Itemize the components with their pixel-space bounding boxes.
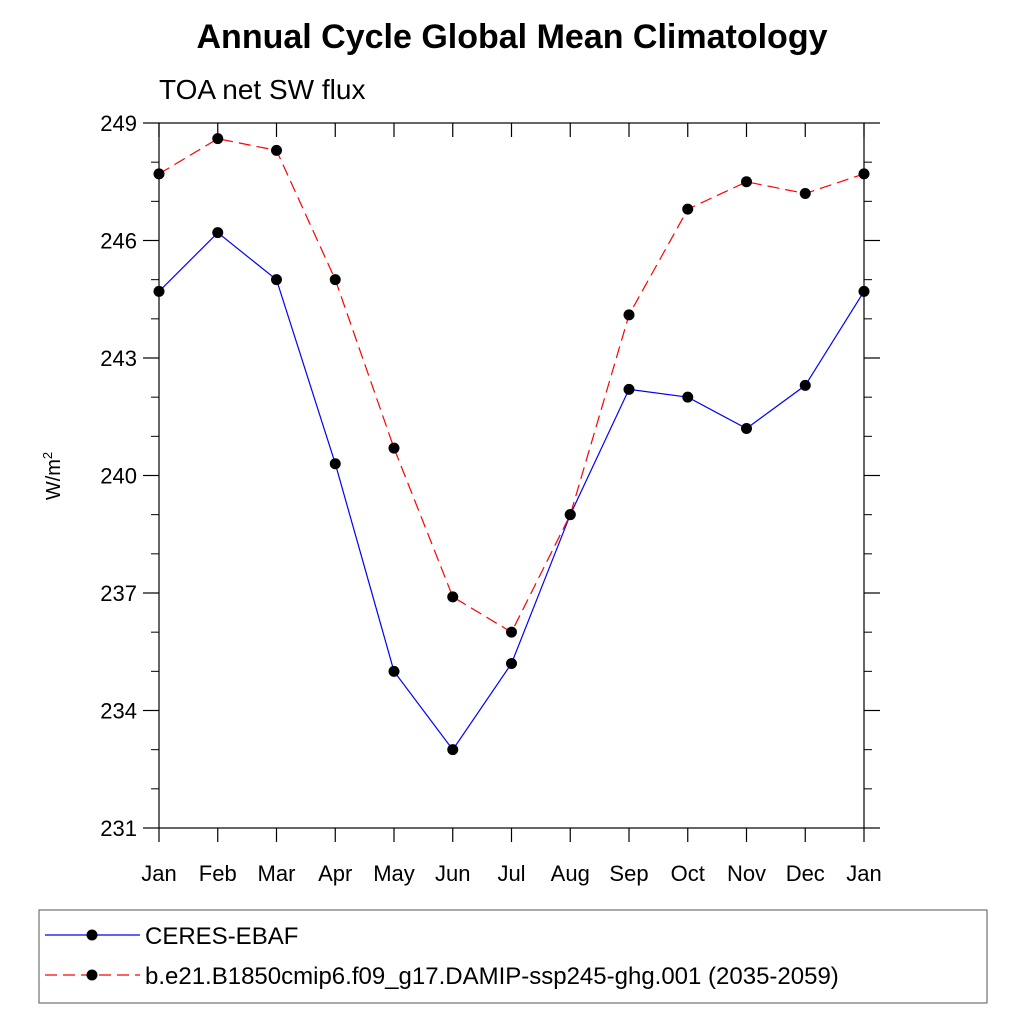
- x-axis: Jan Feb Mar Apr May Jun Jul Aug Sep Oct Nov Dec Jan: [141, 123, 882, 886]
- x-tick-label: Nov: [727, 861, 766, 886]
- y-tick-label: 237: [100, 581, 137, 606]
- x-tick-label: May: [373, 861, 415, 886]
- chart-title: Annual Cycle Global Mean Climatology: [197, 18, 828, 56]
- data-point: [153, 168, 165, 180]
- x-tick-label: Jul: [497, 861, 525, 886]
- x-tick-label: Jan: [141, 861, 176, 886]
- legend-marker-1: [86, 929, 98, 941]
- data-point: [447, 744, 459, 756]
- series-1: [153, 227, 870, 756]
- y-axis-label-exponent: 2: [40, 452, 55, 459]
- x-tick-label: Aug: [551, 861, 590, 886]
- plot-frame: [158, 122, 865, 829]
- legend-box: [38, 909, 988, 1004]
- y-tick-label: 243: [100, 346, 137, 371]
- data-point: [447, 591, 459, 603]
- data-point: [271, 144, 282, 156]
- legend-label-1: CERES-EBAF: [145, 923, 298, 950]
- data-point: [799, 188, 811, 199]
- y-axis-label: W/m2: [40, 452, 65, 500]
- data-point: [329, 458, 341, 470]
- data-point: [858, 285, 870, 297]
- x-tick-label: Jun: [435, 861, 470, 886]
- legend-marker-2: [86, 969, 98, 981]
- data-point: [506, 658, 517, 669]
- x-tick-label: Feb: [199, 861, 237, 886]
- data-point: [212, 227, 224, 239]
- data-point: [153, 285, 165, 297]
- y-tick-label: 234: [100, 699, 137, 724]
- data-point: [212, 133, 224, 145]
- x-tick-label: Sep: [609, 861, 648, 886]
- data-point: [799, 379, 811, 391]
- data-point: [858, 168, 870, 180]
- y-tick-label: 246: [100, 229, 137, 254]
- y-axis-label-unit: W/m: [43, 459, 65, 500]
- y-tick-label: 231: [100, 816, 137, 841]
- data-point: [623, 309, 635, 321]
- y-tick-label: 249: [100, 111, 137, 136]
- x-tick-label: Apr: [318, 861, 352, 886]
- data-point: [682, 391, 694, 403]
- x-tick-label: Jan: [846, 861, 881, 886]
- x-tick-label: Dec: [786, 861, 825, 886]
- x-tick-label: Oct: [671, 861, 705, 886]
- data-point: [388, 665, 400, 677]
- data-point: [564, 509, 576, 521]
- panel-subtitle: TOA net SW flux: [159, 74, 365, 105]
- legend: CERES-EBAF b.e21.B1850cmip6.f09_g17.DAMIP…: [45, 923, 839, 990]
- series-layer: [153, 133, 870, 756]
- data-point: [623, 383, 635, 395]
- data-point: [682, 203, 694, 215]
- y-axis: 231 234 237 240 243 246 249: [100, 111, 880, 841]
- legend-label-2: b.e21.B1850cmip6.f09_g17.DAMIP-ssp245-gh…: [145, 963, 839, 990]
- y-tick-label: 240: [100, 464, 137, 489]
- x-tick-label: Mar: [258, 861, 296, 886]
- series-line: [158, 138, 865, 634]
- series-2: [153, 133, 870, 638]
- data-point: [388, 442, 400, 454]
- data-point: [741, 176, 752, 188]
- data-point: [741, 423, 752, 434]
- series-line: [158, 231, 865, 751]
- data-point: [271, 274, 282, 286]
- data-point: [329, 274, 341, 286]
- data-point: [506, 626, 517, 638]
